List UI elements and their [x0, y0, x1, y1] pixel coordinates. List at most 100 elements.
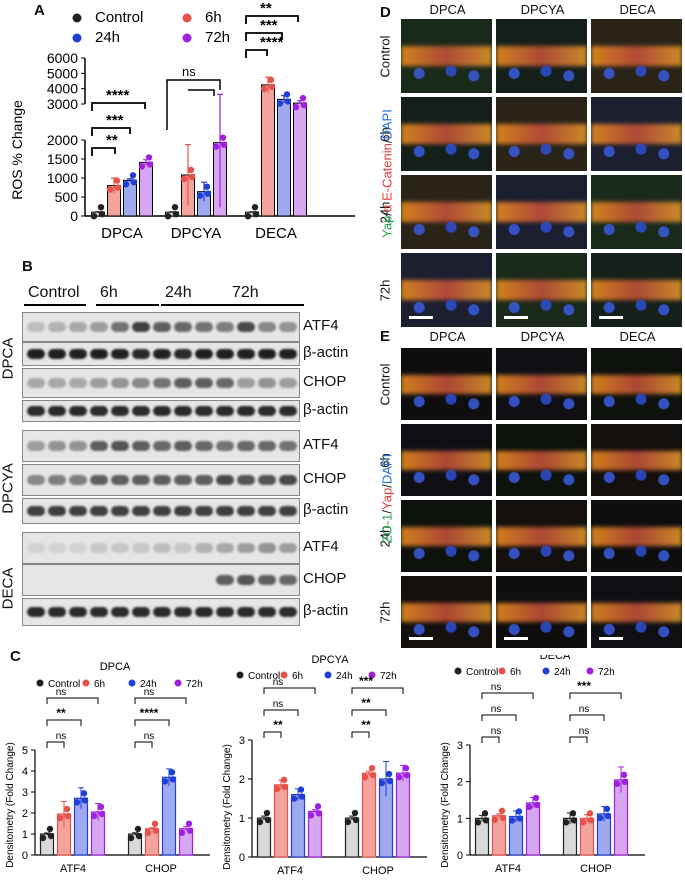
nuclei-stain — [591, 61, 682, 86]
data-point — [114, 184, 122, 191]
micrograph-image — [495, 96, 588, 172]
sig-label-dpcya: ns — [182, 64, 196, 79]
sig-bracket — [481, 736, 500, 743]
sig-bracket-dpca-6h-label: ** — [106, 132, 118, 149]
sig-bracket — [46, 697, 99, 704]
blot-strip — [22, 464, 300, 496]
stain-label-part: Yap — [379, 215, 395, 238]
bar-72h-deca — [293, 102, 307, 217]
data-point — [298, 793, 306, 800]
sig-bracket-dpca-6h — [91, 147, 116, 156]
y-tick-label: 500 — [55, 189, 79, 205]
blot-band — [111, 406, 129, 416]
x-category-label: ATF4 — [60, 863, 86, 875]
blot-band — [69, 441, 87, 451]
micrograph-image — [495, 575, 588, 649]
sig-bracket — [46, 741, 65, 748]
legend-label: 24h — [140, 679, 157, 690]
sig-bracket-deca-24h — [245, 32, 283, 41]
blot-band — [216, 349, 234, 359]
data-point — [97, 803, 105, 811]
sig-label: ** — [361, 696, 371, 710]
sig-label: ns — [273, 677, 284, 688]
blot-band — [90, 378, 108, 388]
data-point — [620, 771, 628, 779]
epithelial-layer — [496, 280, 587, 300]
data-point — [474, 819, 482, 826]
legend-marker — [174, 679, 182, 687]
blot-band — [27, 543, 45, 553]
blot-band — [258, 441, 276, 451]
data-point — [299, 94, 307, 102]
data-point — [284, 98, 292, 105]
epithelial-layer — [591, 280, 682, 300]
data-point — [579, 819, 587, 826]
y-tick-label: 4 — [22, 766, 28, 778]
epithelial-layer — [401, 124, 492, 144]
micrograph-image — [400, 96, 493, 172]
blot-band — [27, 406, 45, 416]
blot-group-label: DPCA — [0, 337, 17, 380]
blot-band — [258, 506, 276, 516]
data-point — [187, 166, 195, 174]
data-point — [570, 817, 578, 824]
blot-band — [237, 441, 255, 451]
column-label: DPCYA — [520, 2, 565, 17]
blot-band — [48, 441, 66, 451]
blot-band — [258, 475, 276, 485]
blot-band — [279, 406, 297, 416]
micrograph-image — [400, 18, 493, 94]
column-label: DECA — [619, 329, 656, 344]
sig-bracket — [134, 719, 170, 726]
blot-strip — [22, 312, 300, 342]
chart-title: DPCYA — [311, 655, 349, 666]
nuclei-stain — [401, 389, 492, 413]
blot-band — [132, 322, 150, 332]
epithelial-layer — [496, 602, 587, 622]
micrograph-image — [400, 252, 493, 328]
epithelial-layer — [401, 202, 492, 222]
data-point — [613, 780, 621, 788]
data-point — [596, 814, 604, 822]
sig-label: ns — [579, 726, 590, 737]
stain-label: Yap/α E-Catenin/DAPI — [380, 99, 395, 249]
time-label: 72h — [232, 284, 259, 301]
panel-b-western-blot: Control 6h 24h 72h ATF4 β-actin CHOP β-actin ATF… — [0, 280, 370, 640]
data-point — [80, 790, 88, 797]
data-point — [203, 183, 211, 190]
sig-bracket — [263, 731, 282, 738]
blot-band — [216, 406, 234, 416]
data-point — [151, 820, 159, 827]
row-label: Control — [377, 363, 393, 406]
blot-band — [90, 607, 108, 617]
blot-band — [90, 349, 108, 359]
y-tick-label: 3 — [239, 735, 245, 747]
stain-label-part: ZO-1 — [379, 513, 395, 544]
sig-bracket-dpcya-inner — [188, 89, 215, 96]
blot-strip — [22, 532, 300, 564]
y-tick-label: 6000 — [47, 50, 78, 66]
blot-band — [237, 378, 255, 388]
blot-band — [27, 378, 45, 388]
row-label: 72h — [377, 279, 393, 302]
y-tick-label: 5 — [22, 745, 28, 757]
sig-bracket-dpca-24h — [91, 127, 131, 136]
sig-label: *** — [359, 674, 373, 688]
sig-bracket — [481, 692, 534, 699]
blot-band — [90, 406, 108, 416]
row-label: Control — [377, 35, 393, 78]
epithelial-layer — [401, 280, 492, 300]
data-point — [532, 794, 540, 802]
data-point — [168, 769, 176, 776]
column-label: DPCA — [429, 329, 466, 344]
blot-band — [111, 322, 129, 332]
blot-band — [111, 349, 129, 359]
blot-band — [258, 406, 276, 416]
panel-letter-b: B — [22, 258, 33, 275]
blot-band — [111, 378, 129, 388]
epithelial-layer — [591, 602, 682, 622]
blot-band — [237, 475, 255, 485]
data-point — [256, 818, 264, 826]
epithelial-layer — [591, 450, 682, 470]
data-point — [219, 134, 227, 141]
